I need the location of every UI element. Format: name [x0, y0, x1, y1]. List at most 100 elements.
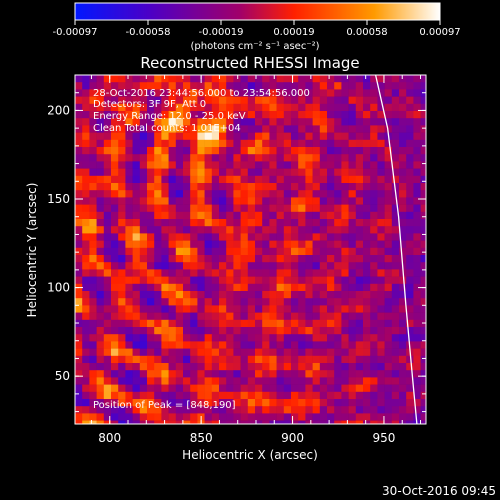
heatmap-cell [96, 219, 105, 227]
heatmap-cell [175, 154, 184, 162]
heatmap-image [75, 75, 426, 424]
heatmap-cell [327, 370, 335, 378]
heatmap-cell [204, 298, 213, 306]
heatmap-cell [168, 291, 177, 299]
heatmap-cell [190, 161, 198, 169]
heatmap-cell [298, 118, 306, 126]
heatmap-cell [262, 190, 270, 198]
heatmap-cell [370, 190, 378, 198]
heatmap-cell [226, 175, 234, 184]
x-axis-label: Heliocentric X (arcsec) [182, 448, 318, 462]
heatmap-cell [75, 111, 83, 119]
heatmap-cell [190, 298, 198, 306]
heatmap-cell [175, 175, 184, 184]
heatmap-cell [406, 269, 414, 277]
heatmap-cell [420, 139, 426, 148]
heatmap-cell [399, 175, 407, 184]
heatmap-cell [175, 391, 184, 400]
heatmap-cell [255, 226, 263, 234]
heatmap-cell [276, 247, 285, 256]
heatmap-cell [319, 384, 328, 393]
heatmap-cell [204, 341, 213, 349]
heatmap-cell [183, 197, 191, 205]
heatmap-cell [391, 291, 400, 299]
heatmap-cell [111, 334, 119, 342]
heatmap-cell [269, 161, 277, 169]
heatmap-cell [291, 103, 299, 112]
heatmap-cell [147, 298, 155, 306]
heatmap-cell [283, 399, 292, 407]
heatmap-cell [327, 255, 335, 263]
heatmap-cell [413, 175, 421, 184]
heatmap-cell [118, 262, 126, 270]
heatmap-cell [391, 226, 400, 234]
heatmap-cell [420, 219, 426, 227]
heatmap-cell [391, 262, 400, 270]
heatmap-cell [75, 168, 83, 177]
heatmap-cell [219, 377, 227, 385]
heatmap-cell [197, 334, 205, 342]
heatmap-cell [377, 341, 385, 349]
heatmap-cell [262, 161, 270, 169]
heatmap-cell [219, 305, 227, 313]
heatmap-cell [377, 219, 385, 227]
heatmap-cell [132, 175, 141, 184]
heatmap-cell [226, 341, 234, 349]
heatmap-cell [139, 420, 148, 424]
y-axis-label: Heliocentric Y (arcsec) [25, 183, 39, 318]
heatmap-cell [147, 139, 155, 148]
heatmap-cell [183, 82, 191, 90]
heatmap-cell [190, 420, 198, 424]
heatmap-cell [348, 240, 357, 249]
heatmap-cell [413, 298, 421, 306]
heatmap-cell [204, 226, 213, 234]
heatmap-cell [118, 334, 126, 342]
heatmap-cell [233, 298, 241, 306]
heatmap-cell [211, 161, 220, 169]
heatmap-cell [132, 420, 141, 424]
heatmap-cell [348, 363, 357, 371]
heatmap-cell [384, 319, 393, 328]
heatmap-cell [391, 276, 400, 285]
heatmap-cell [211, 283, 220, 292]
heatmap-cell [183, 154, 191, 162]
heatmap-cell [125, 391, 133, 400]
heatmap-cell [348, 399, 357, 407]
heatmap-cell [269, 183, 277, 191]
heatmap-cell [226, 247, 234, 256]
heatmap-cell [283, 363, 292, 371]
heatmap-cell [197, 298, 205, 306]
heatmap-cell [291, 420, 299, 424]
heatmap-cell [276, 334, 285, 342]
heatmap-cell [283, 391, 292, 400]
heatmap-cell [118, 190, 126, 198]
heatmap-cell [197, 391, 205, 400]
heatmap-cell [197, 384, 205, 393]
heatmap-cell [111, 197, 119, 205]
heatmap-cell [132, 406, 141, 414]
heatmap-cell [82, 125, 90, 133]
heatmap-cell [82, 348, 90, 357]
heatmap-cell [197, 168, 205, 177]
heatmap-cell [82, 219, 90, 227]
heatmap-cell [370, 413, 378, 421]
heatmap-cell [190, 283, 198, 292]
heatmap-cell [406, 355, 414, 364]
heatmap-cell [103, 305, 112, 313]
heatmap-cell [139, 190, 148, 198]
heatmap-cell [226, 391, 234, 400]
heatmap-cell [420, 334, 426, 342]
heatmap-cell [312, 291, 321, 299]
heatmap-cell [154, 211, 162, 220]
heatmap-cell [276, 291, 285, 299]
heatmap-cell [161, 89, 169, 97]
heatmap-cell [161, 175, 169, 184]
heatmap-cell [89, 197, 97, 205]
heatmap-cell [312, 139, 321, 148]
heatmap-cell [125, 305, 133, 313]
heatmap-cell [276, 139, 285, 148]
heatmap-cell [219, 82, 227, 90]
heatmap-cell [348, 291, 357, 299]
heatmap-cell [348, 118, 357, 126]
heatmap-cell [96, 89, 105, 97]
